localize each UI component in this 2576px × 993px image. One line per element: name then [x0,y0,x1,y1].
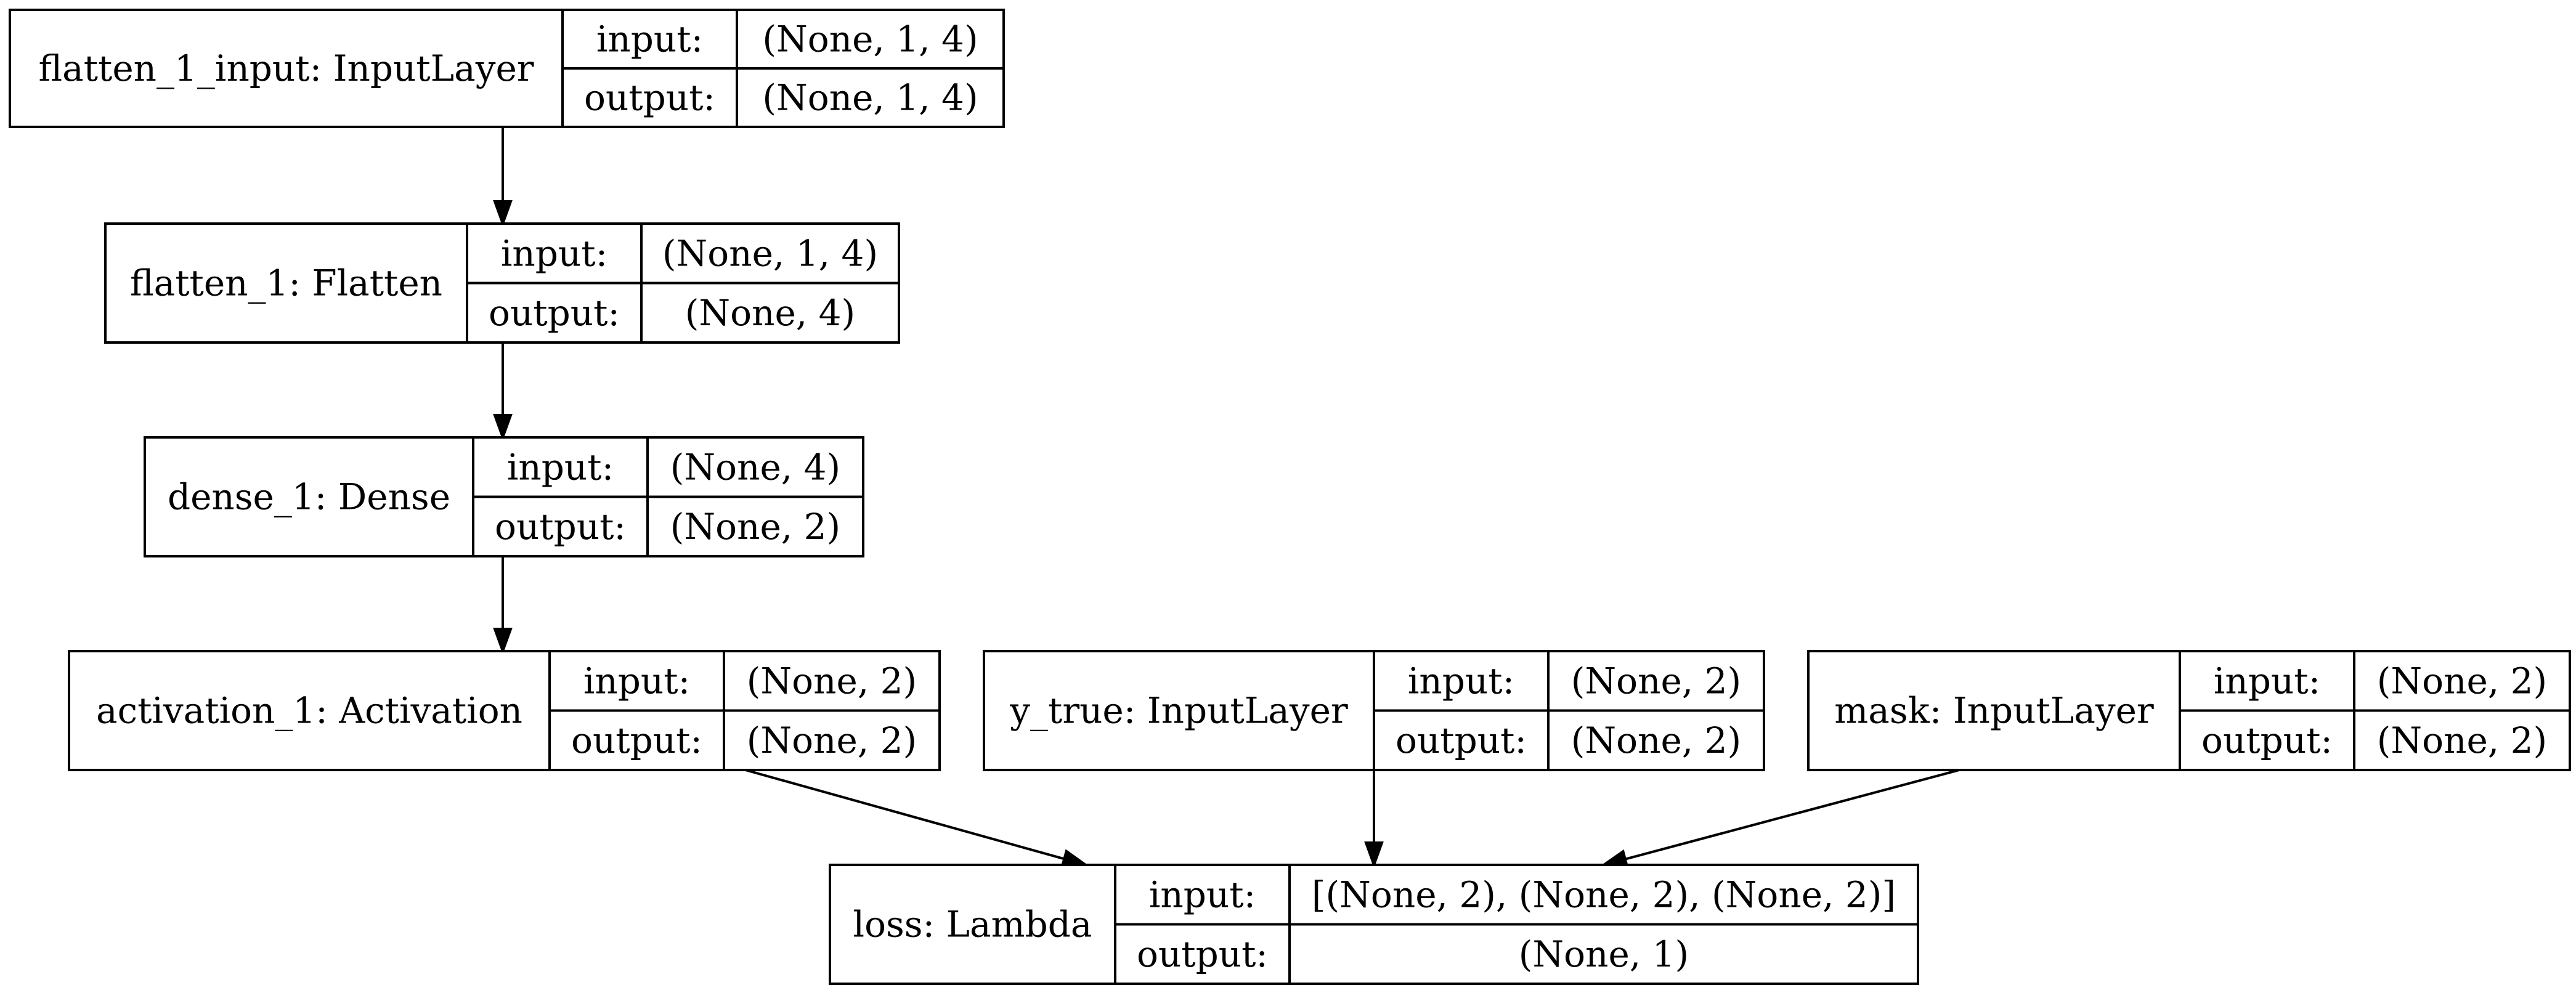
output-label: output: [571,719,702,761]
output-shape: (None, 4) [685,292,855,334]
layer-node-activation-1: activation_1: Activation input: output: (No… [68,650,941,771]
output-label: output: [1396,719,1527,761]
input-shape: [(None, 2), (None, 2), (None, 2)] [1312,873,1896,915]
layer-name: dense_1: Dense [168,476,450,518]
output-label: output: [1137,933,1268,975]
input-label: input: [2214,660,2320,702]
input-shape: (None, 2) [2377,660,2547,702]
layer-node-y-true: y_true: InputLayer input: output: (None, 2)… [983,650,1765,771]
output-shape: (None, 2) [1571,719,1741,761]
edge-flatten-1-input-to-flatten-1 [493,127,513,227]
nodes: flatten_1_input: InputLayer input: output:… [9,9,2571,985]
edge-mask-to-loss [1600,769,1960,869]
output-shape: (None, 1, 4) [762,77,978,119]
input-label: input: [1408,660,1514,702]
output-shape: (None, 2) [747,719,917,761]
input-label: input: [507,446,614,488]
input-label: input: [596,18,703,60]
output-shape: (None, 2) [670,506,840,548]
layer-name: y_true: InputLayer [1009,690,1348,732]
layer-name: flatten_1_input: InputLayer [38,47,534,89]
edge-line [1625,769,1960,861]
layer-node-mask: mask: InputLayer input: output: (None, 2) (N… [1807,650,2571,771]
arrow-head-icon [1364,841,1384,869]
input-shape: (None, 2) [747,660,917,702]
edges [493,127,1960,869]
output-shape: (None, 2) [2377,719,2547,761]
layer-node-loss: loss: Lambda input: output: [(None, 2), (No… [829,864,1919,985]
edge-dense-1-to-activation-1 [493,556,513,655]
edge-line [745,769,1065,861]
input-shape: (None, 2) [1571,660,1741,702]
input-label: input: [583,660,690,702]
output-label: output: [495,506,626,548]
layer-name: flatten_1: Flatten [130,262,442,304]
layer-node-flatten-1: flatten_1: Flatten input: output: (None, 1,… [104,222,900,344]
layer-name: mask: InputLayer [1834,690,2154,732]
input-shape: (None, 1, 4) [662,232,878,274]
arrow-head-icon [493,628,513,655]
layer-node-flatten-1-input: flatten_1_input: InputLayer input: output:… [9,9,1005,128]
output-label: output: [584,77,715,119]
layer-name: activation_1: Activation [96,690,522,732]
input-shape: (None, 4) [670,446,840,488]
layer-node-dense-1: dense_1: Dense input: output: (None, 4) (Non… [144,436,864,557]
layer-name: loss: Lambda [853,904,1092,946]
arrow-head-icon [493,200,513,227]
arrow-head-icon [493,414,513,441]
edge-y-true-to-loss [1364,770,1384,869]
output-label: output: [2201,719,2333,761]
input-label: input: [1149,873,1256,915]
input-label: input: [501,232,607,274]
output-shape: (None, 1) [1519,933,1689,975]
edge-flatten-1-to-dense-1 [493,342,513,441]
output-label: output: [489,292,620,334]
edge-activation-1-to-loss [745,769,1089,869]
input-shape: (None, 1, 4) [762,18,978,60]
